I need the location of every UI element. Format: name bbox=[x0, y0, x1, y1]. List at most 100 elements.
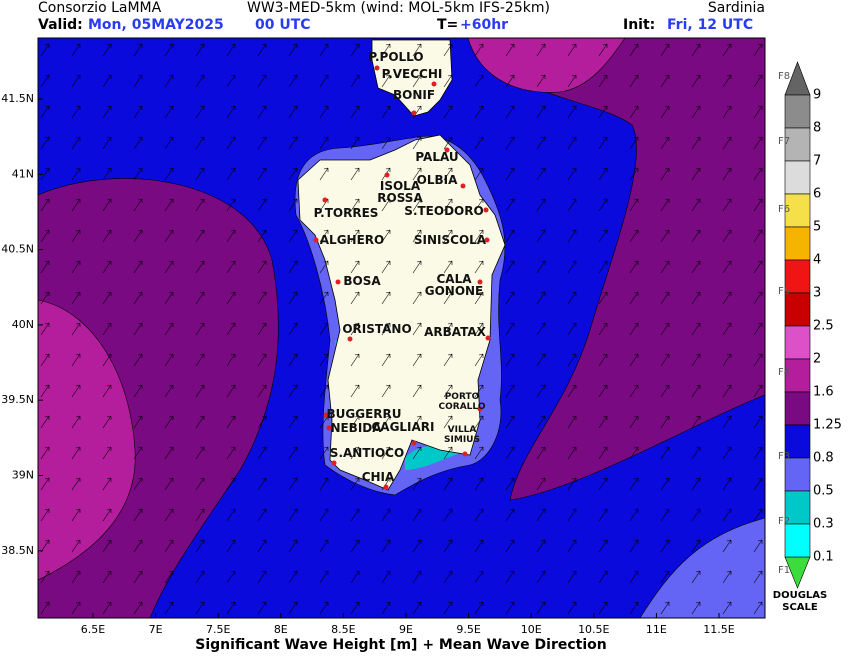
wave-arrow bbox=[567, 508, 577, 522]
wave-arrow bbox=[629, 43, 639, 57]
wave-arrow bbox=[443, 229, 453, 243]
lon-tick-label: 9.5E bbox=[456, 623, 480, 636]
lat-tick-label: 38.5N bbox=[1, 544, 34, 557]
wave-arrow bbox=[133, 167, 143, 181]
wave-arrow bbox=[474, 477, 484, 491]
wave-arrow bbox=[381, 198, 391, 212]
wave-arrow bbox=[567, 384, 577, 398]
wave-arrow bbox=[350, 43, 360, 57]
wave-arrow bbox=[133, 477, 143, 491]
wave-arrow bbox=[629, 322, 639, 336]
wave-arrow bbox=[40, 570, 50, 584]
wave-arrow bbox=[350, 105, 360, 119]
wave-arrow bbox=[536, 74, 546, 88]
wave-arrow bbox=[660, 260, 670, 274]
wave-arrow bbox=[257, 384, 267, 398]
wave-arrow bbox=[164, 105, 174, 119]
wave-arrow bbox=[350, 446, 360, 460]
wave-arrow bbox=[102, 477, 112, 491]
port-dot bbox=[477, 279, 483, 285]
wave-arrow bbox=[195, 570, 205, 584]
wave-arrow bbox=[753, 601, 763, 615]
wave-arrow bbox=[505, 260, 515, 274]
wave-arrow bbox=[40, 167, 50, 181]
colorbar-label: 1.25 bbox=[813, 418, 842, 433]
wave-arrow bbox=[474, 508, 484, 522]
wave-arrow bbox=[257, 477, 267, 491]
colorbar-box bbox=[784, 490, 811, 525]
wave-arrow bbox=[133, 384, 143, 398]
wave-arrow bbox=[164, 384, 174, 398]
wave-arrow bbox=[474, 353, 484, 367]
wave-arrow bbox=[257, 353, 267, 367]
wave-arrow bbox=[567, 43, 577, 57]
wave-arrow bbox=[691, 384, 701, 398]
douglas-title: SCALE bbox=[782, 602, 818, 613]
wave-arrow bbox=[505, 601, 515, 615]
wave-arrow bbox=[691, 446, 701, 460]
douglas-label: F4 bbox=[778, 367, 790, 378]
wave-arrow bbox=[505, 229, 515, 243]
wave-arrow bbox=[598, 43, 608, 57]
wave-arrow bbox=[257, 415, 267, 429]
wave-arrow bbox=[412, 415, 422, 429]
place-label-line: OLBIA bbox=[417, 173, 458, 187]
wave-arrow bbox=[474, 415, 484, 429]
port-dot bbox=[411, 110, 417, 116]
wave-arrow bbox=[195, 508, 205, 522]
wave-arrow bbox=[536, 477, 546, 491]
wave-arrow bbox=[567, 136, 577, 150]
place-label: ALGHERO bbox=[320, 233, 384, 247]
wave-arrow bbox=[753, 446, 763, 460]
wave-arrow bbox=[102, 136, 112, 150]
wave-arrow bbox=[691, 260, 701, 274]
wave-arrow bbox=[381, 74, 391, 88]
wave-arrow bbox=[753, 384, 763, 398]
wave-arrow bbox=[474, 539, 484, 553]
wave-arrow bbox=[753, 477, 763, 491]
douglas-label: F6 bbox=[778, 204, 790, 215]
wave-arrow bbox=[598, 322, 608, 336]
place-label: BOSA bbox=[343, 274, 381, 288]
wave-arrow bbox=[40, 136, 50, 150]
wave-arrow bbox=[598, 384, 608, 398]
wave-arrow bbox=[40, 477, 50, 491]
wave-arrow bbox=[443, 322, 453, 336]
wave-arrow bbox=[257, 291, 267, 305]
place-label-line: CORALLO bbox=[439, 402, 486, 412]
wave-arrow bbox=[629, 167, 639, 181]
wave-arrow bbox=[753, 508, 763, 522]
wave-arrow bbox=[412, 198, 422, 212]
wave-arrow bbox=[505, 539, 515, 553]
place-label-line: PORTO bbox=[445, 392, 480, 402]
lat-tick-label: 39.5N bbox=[1, 393, 34, 406]
wave-arrow bbox=[660, 384, 670, 398]
wave-arrow bbox=[412, 539, 422, 553]
wave-arrow bbox=[164, 570, 174, 584]
wave-arrow bbox=[102, 167, 112, 181]
wave-arrow bbox=[350, 508, 360, 522]
wave-arrow bbox=[350, 384, 360, 398]
wave-arrow bbox=[660, 43, 670, 57]
place-label-line: ORISTANO bbox=[342, 322, 411, 336]
wave-arrow bbox=[660, 105, 670, 119]
wave-arrow bbox=[412, 291, 422, 305]
port-dot bbox=[374, 65, 380, 71]
wave-arrow bbox=[567, 167, 577, 181]
wave-arrow bbox=[195, 74, 205, 88]
wave-arrow bbox=[691, 353, 701, 367]
wave-arrow bbox=[257, 446, 267, 460]
place-label: P.POLLO bbox=[368, 50, 423, 64]
wave-arrow bbox=[102, 415, 112, 429]
wave-arrow bbox=[40, 508, 50, 522]
wave-arrow bbox=[567, 601, 577, 615]
wave-arrow bbox=[164, 446, 174, 460]
wave-arrow bbox=[226, 167, 236, 181]
wave-arrow bbox=[722, 446, 732, 460]
colorbar-box bbox=[784, 457, 811, 492]
place-label-line: CHIA bbox=[362, 470, 395, 484]
wave-arrow bbox=[288, 291, 298, 305]
wave-arrow bbox=[71, 136, 81, 150]
wave-arrow bbox=[753, 260, 763, 274]
wave-arrow bbox=[753, 570, 763, 584]
